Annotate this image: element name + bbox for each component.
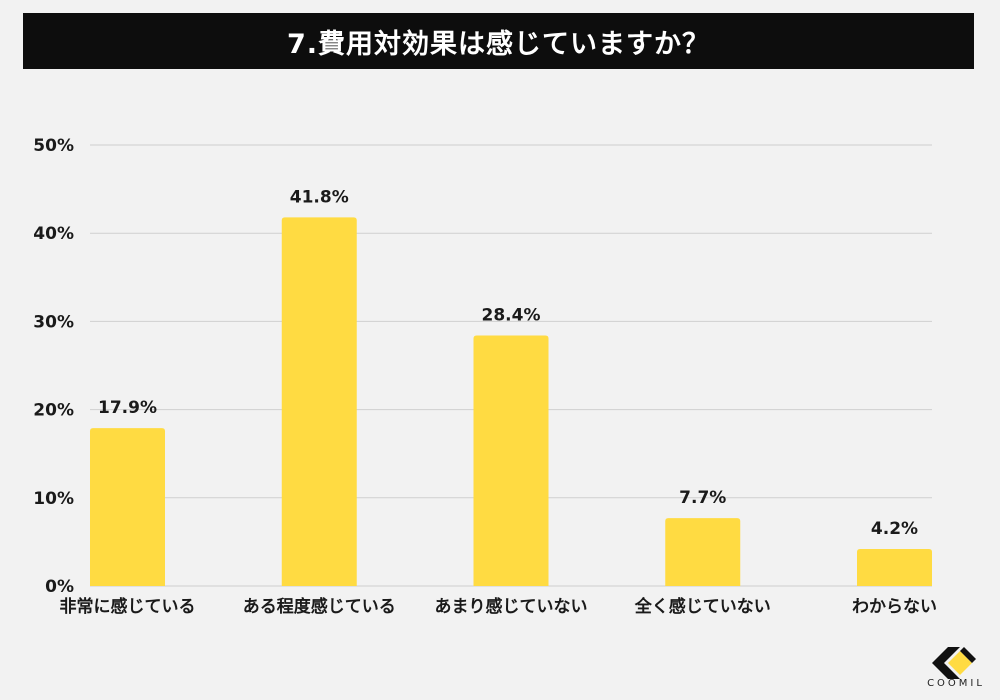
x-tick-label: 非常に感じている [60, 596, 196, 617]
bar [665, 518, 741, 586]
coomil-logo-icon [932, 647, 976, 679]
x-tick-label: 全く感じていない [634, 596, 771, 617]
y-tick-label: 0% [45, 577, 74, 597]
data-label: 4.2% [871, 519, 918, 539]
y-tick-label: 50% [33, 136, 74, 156]
brand-name: COOMIL [927, 678, 985, 689]
x-tick-label: わからない [852, 597, 937, 617]
data-label: 7.7% [679, 488, 726, 508]
y-tick-label: 10% [33, 489, 74, 509]
title-bar: 7.費用対効果は感じていますか？ [23, 13, 974, 69]
y-tick-label: 30% [33, 312, 74, 332]
chart-title: 7.費用対効果は感じていますか？ [286, 28, 711, 60]
bar [473, 335, 549, 586]
x-tick-label: あまり感じていない [435, 596, 588, 617]
data-label: 17.9% [98, 398, 157, 418]
x-tick-label: ある程度感じている [243, 596, 396, 617]
data-label: 28.4% [482, 306, 541, 326]
data-label: 41.8% [290, 187, 349, 207]
y-tick-label: 20% [33, 401, 74, 421]
bar [281, 217, 357, 586]
y-tick-label: 40% [33, 224, 74, 244]
bar [857, 548, 932, 586]
bar [90, 428, 165, 586]
